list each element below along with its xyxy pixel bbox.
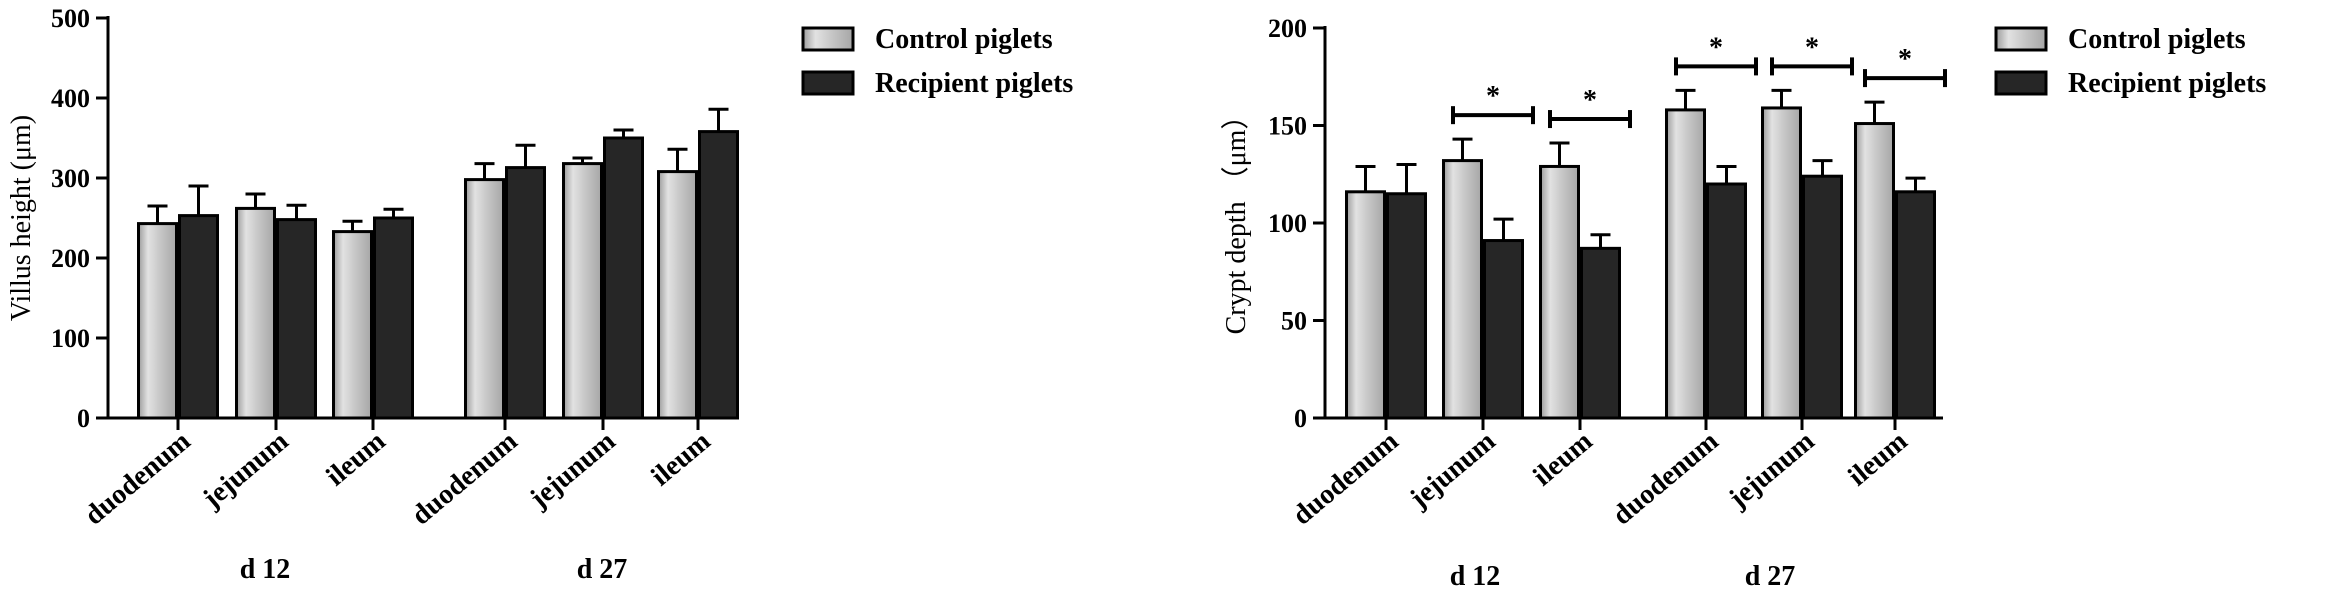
x-tick-label: ileum (645, 426, 716, 493)
recipient-bar (178, 214, 219, 420)
recipient-bar (1802, 174, 1843, 420)
legend-swatch-control (1994, 26, 2048, 52)
control-bar (137, 222, 178, 420)
y-tick-label: 400 (51, 84, 90, 113)
control-bar (562, 162, 603, 420)
control-bar (235, 206, 276, 420)
recipient-bar (698, 130, 739, 420)
y-tick-label: 100 (51, 324, 90, 353)
y-tick-label: 50 (1281, 307, 1307, 336)
group-label: d 12 (1450, 561, 1501, 592)
y-tick-label: 200 (1268, 14, 1307, 43)
villus-height-chart: 0 100 200 300 400 500 Villus height (μm) duoden… (6, 4, 1073, 585)
significance-marker: * (1898, 44, 1912, 75)
control-bar (1345, 190, 1386, 420)
significance-marker: * (1805, 32, 1819, 63)
recipient-bar (1895, 190, 1936, 420)
y-tick-label: 0 (1294, 404, 1307, 433)
control-bar (464, 178, 505, 420)
recipient-bar (1706, 182, 1747, 420)
x-tick-label: duodenum (1287, 426, 1405, 532)
recipient-bar (1580, 246, 1621, 420)
x-tick-label: jejunum (196, 426, 294, 515)
x-tick-label: jejunum (523, 426, 621, 515)
control-bar (657, 170, 698, 420)
recipient-bar (276, 218, 317, 420)
significance-marker: * (1709, 32, 1723, 63)
significance-marker: * (1583, 85, 1597, 116)
x-tick-label: ileum (1527, 426, 1598, 493)
x-tick-label: ileum (1842, 426, 1913, 493)
x-tick-label: jejunum (1403, 426, 1501, 515)
y-tick-label: 500 (51, 4, 90, 33)
y-tick-label: 100 (1268, 209, 1307, 238)
y-tick-label: 0 (77, 404, 90, 433)
legend-label: Recipient piglets (2068, 68, 2266, 99)
y-axis-label: Villus height (μm) (6, 115, 37, 321)
x-tick-label: jejunum (1722, 426, 1820, 515)
control-bar (1761, 106, 1802, 420)
legend-swatch-recipient (1994, 70, 2048, 96)
recipient-bar (603, 136, 644, 420)
legend-swatch-control (801, 26, 855, 52)
recipient-bar (373, 216, 414, 420)
legend-label: Control piglets (875, 24, 1053, 55)
y-tick-label: 150 (1268, 112, 1307, 141)
recipient-bar (505, 166, 546, 420)
legend-swatch-recipient (801, 70, 855, 96)
legend-label: Recipient piglets (875, 68, 1073, 99)
x-tick-label: duodenum (406, 426, 524, 532)
control-bar (1665, 108, 1706, 420)
group-label: d 27 (577, 554, 628, 585)
legend-label: Control piglets (2068, 24, 2246, 55)
y-axis-label: Crypt depth （μm） (1220, 102, 1252, 335)
y-tick-label: 200 (51, 244, 90, 273)
group-label: d 12 (240, 554, 291, 585)
significance-marker: * (1486, 81, 1500, 112)
x-tick-label: duodenum (79, 426, 197, 532)
group-label: d 27 (1745, 561, 1796, 592)
recipient-bar (1483, 239, 1524, 420)
control-bar (1442, 159, 1483, 420)
control-bar (1539, 164, 1580, 420)
x-tick-label: duodenum (1607, 426, 1725, 532)
control-bar (332, 230, 373, 420)
y-tick-label: 300 (51, 164, 90, 193)
x-tick-label: ileum (320, 426, 391, 493)
recipient-bar (1386, 192, 1427, 420)
control-bar (1854, 122, 1895, 420)
